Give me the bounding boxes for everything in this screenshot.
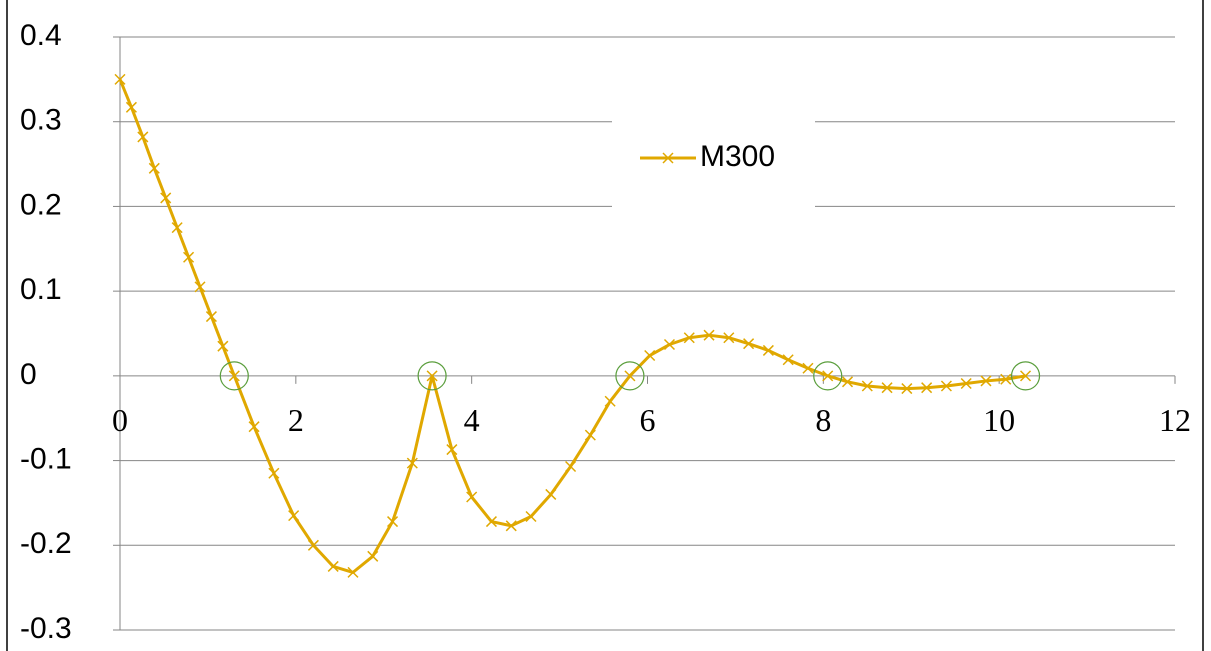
marker — [228, 370, 240, 382]
x-tick-label: 0 — [112, 402, 128, 438]
marker — [426, 370, 438, 382]
marker — [1020, 370, 1032, 382]
marker — [114, 73, 126, 85]
y-tick-label: 0.2 — [20, 188, 62, 221]
marker — [663, 338, 676, 351]
marker — [762, 344, 774, 356]
marker — [545, 488, 557, 500]
marker — [125, 101, 137, 113]
marker — [194, 281, 206, 293]
marker — [205, 311, 217, 323]
marker — [268, 467, 280, 479]
marker — [624, 370, 636, 382]
marker — [327, 560, 339, 572]
marker — [219, 361, 249, 391]
x-tick-label: 12 — [1159, 402, 1191, 438]
marker — [183, 251, 195, 263]
marker — [921, 382, 933, 394]
marker — [288, 510, 300, 522]
marker — [387, 516, 399, 528]
x-tick-label: 10 — [983, 402, 1015, 438]
marker — [743, 338, 755, 350]
marker — [307, 539, 319, 551]
legend-marker — [662, 152, 674, 164]
y-tick-label: 0.1 — [20, 273, 62, 306]
marker — [683, 332, 695, 344]
x-tick-label: 2 — [288, 402, 304, 438]
marker — [723, 332, 735, 344]
marker — [160, 192, 172, 204]
marker — [417, 361, 447, 391]
y-tick-label: 0.4 — [20, 19, 62, 52]
marker — [485, 516, 497, 528]
marker — [980, 375, 992, 387]
y-tick-label: -0.1 — [20, 442, 72, 475]
x-tick-label: 4 — [464, 402, 480, 438]
marker — [446, 444, 458, 456]
marker — [813, 361, 843, 391]
marker — [1010, 361, 1041, 391]
marker — [367, 550, 379, 562]
marker — [466, 491, 478, 503]
series-line — [118, 78, 1026, 574]
marker — [406, 457, 418, 469]
marker — [703, 329, 715, 341]
marker — [802, 362, 814, 374]
marker — [148, 162, 160, 174]
x-tick-label: 6 — [640, 402, 656, 438]
marker — [505, 520, 517, 532]
marker — [1000, 373, 1012, 385]
marker — [217, 340, 229, 352]
marker — [782, 354, 794, 366]
marker — [841, 376, 854, 388]
y-tick-label: 0 — [20, 358, 37, 391]
x-tick-label: 8 — [815, 402, 831, 438]
y-tick-label: -0.3 — [20, 612, 72, 645]
marker — [565, 460, 577, 473]
marker — [940, 380, 952, 392]
marker — [248, 421, 260, 433]
marker — [171, 222, 183, 234]
marker — [644, 349, 656, 362]
y-tick-label: 0.3 — [20, 104, 62, 137]
marker — [861, 380, 873, 392]
legend-label: M300 — [700, 140, 775, 173]
marker — [604, 395, 616, 407]
marker — [822, 370, 834, 382]
marker — [960, 377, 972, 390]
marker — [525, 510, 537, 523]
marker — [615, 361, 645, 391]
marker — [584, 429, 596, 441]
marker — [347, 566, 359, 578]
marker — [881, 382, 893, 394]
marker — [901, 383, 913, 395]
marker — [137, 131, 149, 143]
y-tick-label: -0.2 — [20, 527, 72, 560]
